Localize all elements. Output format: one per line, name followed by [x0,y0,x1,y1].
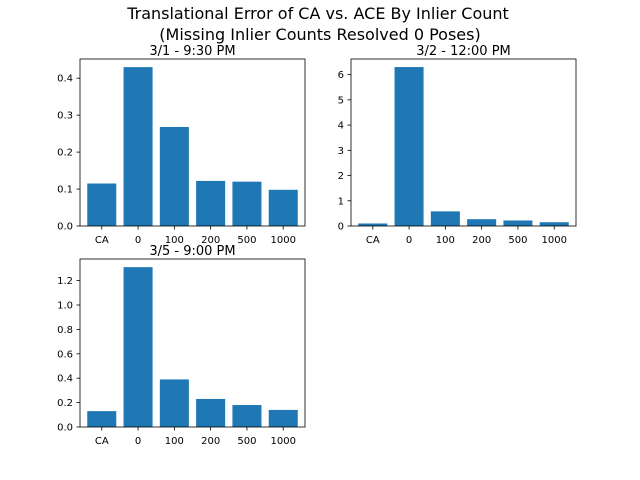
bar-500 [503,220,533,226]
axes-frame [350,58,577,227]
y-tick-label: 0.4 [57,74,73,85]
x-tick-label: 0 [406,235,412,246]
x-tick-label: 500 [237,436,256,447]
bar-100 [430,211,460,226]
y-tick-label: 0 [338,222,344,233]
x-tick-label: 200 [201,436,220,447]
y-tick-label: 1 [338,196,344,207]
subplot-title: 3/5 - 9:00 PM [149,244,235,259]
x-tick-label: 1000 [270,235,295,246]
y-tick-label: 0.4 [57,374,73,385]
y-tick-label: 5 [338,95,344,106]
x-tick-label: CA [95,436,109,447]
x-tick-label: 100 [436,235,455,246]
subplot-title: 3/1 - 9:30 PM [149,44,235,59]
x-tick-label: 500 [508,235,527,246]
x-tick-label: CA [366,235,380,246]
y-tick-label: 0.3 [57,111,73,122]
bar-0 [123,67,153,226]
x-tick-label: 100 [165,235,184,246]
y-tick-label: 0.2 [57,398,73,409]
figure-title-line-2: (Missing Inlier Counts Resolved 0 Poses) [159,25,480,44]
y-tick-label: 0.2 [57,148,73,159]
y-tick-label: 0.1 [57,185,73,196]
x-tick-label: 200 [201,235,220,246]
x-tick-label: 1000 [541,235,566,246]
x-tick-label: 500 [237,235,256,246]
x-tick-label: CA [95,235,109,246]
y-tick-label: 0.0 [57,222,73,233]
bar-1000 [268,189,298,226]
subplot-2: 3/2 - 12:00 PM CA 0 100 200 500 1000 0 1 2 3 4 5 6 [338,44,577,246]
x-tick-label: 1000 [270,436,295,447]
bar-0 [394,67,424,226]
bar-100 [159,126,189,226]
subplot-title: 3/2 - 12:00 PM [416,44,511,59]
y-tick-label: 6 [338,70,344,81]
figure-title-line-1: Translational Error of CA vs. ACE By Inl… [126,4,509,23]
bar-ca [358,223,388,226]
x-tick-label: 200 [472,235,491,246]
y-tick-label: 0.0 [57,423,73,434]
y-tick-label: 1.2 [57,276,73,287]
y-tick-label: 4 [338,121,344,132]
y-tick-label: 3 [338,146,344,157]
x-tick-label: 0 [135,235,141,246]
y-tick-label: 1.0 [57,300,73,311]
bar-ca [87,183,117,226]
bar-0 [123,267,153,427]
bar-1000 [268,409,298,427]
axes-frame [79,258,306,428]
bar-ca [87,411,117,427]
bar-500 [232,181,262,226]
y-tick-label: 0.8 [57,325,73,336]
bar-200 [196,180,226,226]
y-tick-label: 2 [338,171,344,182]
bar-200 [196,398,226,427]
bar-200 [467,219,497,226]
subplot-3: 3/5 - 9:00 PM CA 0 100 200 500 1000 0.0 0.2 0.4 0.… [57,244,306,447]
x-tick-label: 0 [135,436,141,447]
bar-100 [159,379,189,427]
subplot-1: 3/1 - 9:30 PM CA 0 100 200 500 1000 0.0 0.1 0.2 0.… [57,44,306,246]
x-tick-label: 100 [165,436,184,447]
y-tick-label: 0.6 [57,349,73,360]
bar-500 [232,405,262,427]
axes-frame [79,58,306,227]
bar-1000 [539,222,569,226]
